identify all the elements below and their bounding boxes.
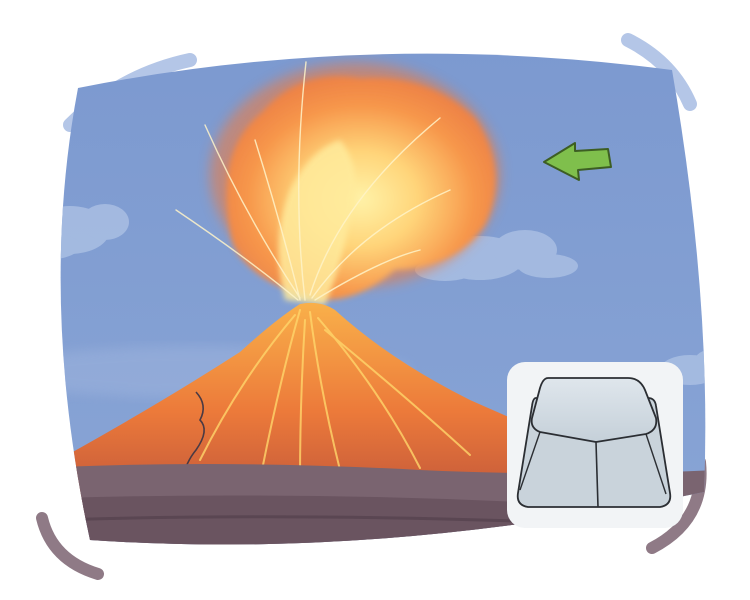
keyboard-key-icon bbox=[507, 362, 683, 528]
frame-stroke-bottom-left bbox=[36, 512, 104, 580]
volcano-crack bbox=[181, 391, 205, 481]
frame-stroke-top-right bbox=[621, 33, 697, 111]
cloud-left bbox=[60, 204, 129, 260]
arrow-left-icon bbox=[543, 142, 612, 181]
eruption-plume bbox=[175, 61, 500, 305]
cloud-right bbox=[415, 230, 578, 281]
key-cap-top bbox=[530, 377, 658, 443]
